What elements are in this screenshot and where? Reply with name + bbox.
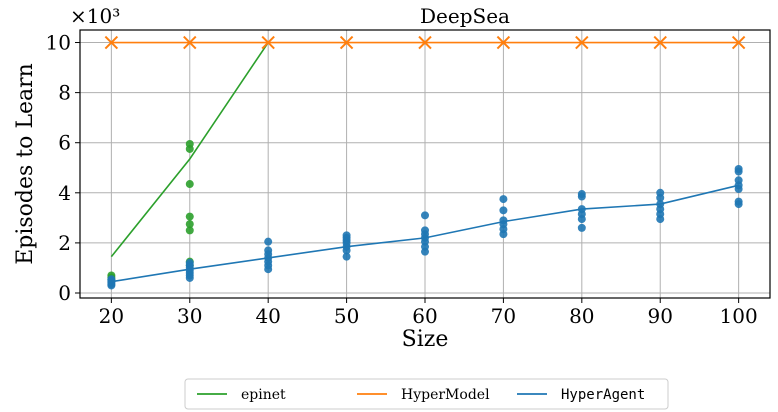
- legend-label-hypermodel: HyperModel: [401, 387, 490, 403]
- x-tick-label: 60: [412, 304, 437, 328]
- epinet-point: [186, 140, 194, 148]
- hyperagent-point: [499, 195, 507, 203]
- x-tick-label: 90: [648, 304, 673, 328]
- y-multiplier-label: ×10³: [70, 4, 120, 28]
- hyperagent-point: [578, 224, 586, 232]
- legend: epinet HyperModel HyperAgent: [185, 379, 668, 409]
- x-tick-label: 30: [177, 304, 202, 328]
- epinet-point: [186, 213, 194, 221]
- hyperagent-point: [578, 190, 586, 198]
- chart-title: DeepSea: [420, 4, 510, 28]
- hyperagent-point: [735, 165, 743, 173]
- y-tick-label: 6: [58, 131, 71, 155]
- hyperagent-point: [186, 259, 194, 267]
- y-tick-label: 2: [58, 231, 71, 255]
- hyperagent-point: [735, 198, 743, 206]
- hyperagent-point: [264, 246, 272, 254]
- hyperagent-point: [421, 211, 429, 219]
- x-axis-label: Size: [402, 327, 449, 352]
- hyperagent-point: [343, 231, 351, 239]
- epinet-point: [186, 220, 194, 228]
- hyperagent-point: [656, 189, 664, 197]
- x-tick-label: 70: [491, 304, 516, 328]
- x-tick-label: 100: [720, 304, 758, 328]
- y-axis-label: Episodes to Learn: [13, 63, 38, 265]
- legend-label-epinet: epinet: [241, 387, 286, 403]
- x-tick-label: 80: [569, 304, 594, 328]
- epinet-point: [186, 180, 194, 188]
- y-tick-label: 4: [58, 181, 71, 205]
- hyperagent-point: [264, 238, 272, 246]
- y-tick-label: 10: [46, 31, 71, 55]
- x-tick-label: 40: [255, 304, 280, 328]
- hyperagent-point: [421, 226, 429, 234]
- y-tick-label: 0: [58, 281, 71, 305]
- ticks: 20 30 40 50 60 70 80 90 100 0 2 4 6 8 10: [46, 31, 758, 328]
- grid: [80, 30, 770, 298]
- hyperagent-point: [735, 176, 743, 184]
- y-tick-label: 8: [58, 81, 71, 105]
- x-tick-label: 20: [99, 304, 124, 328]
- legend-label-hyperagent: HyperAgent: [561, 387, 645, 403]
- x-tick-label: 50: [334, 304, 359, 328]
- hyperagent-point: [499, 206, 507, 214]
